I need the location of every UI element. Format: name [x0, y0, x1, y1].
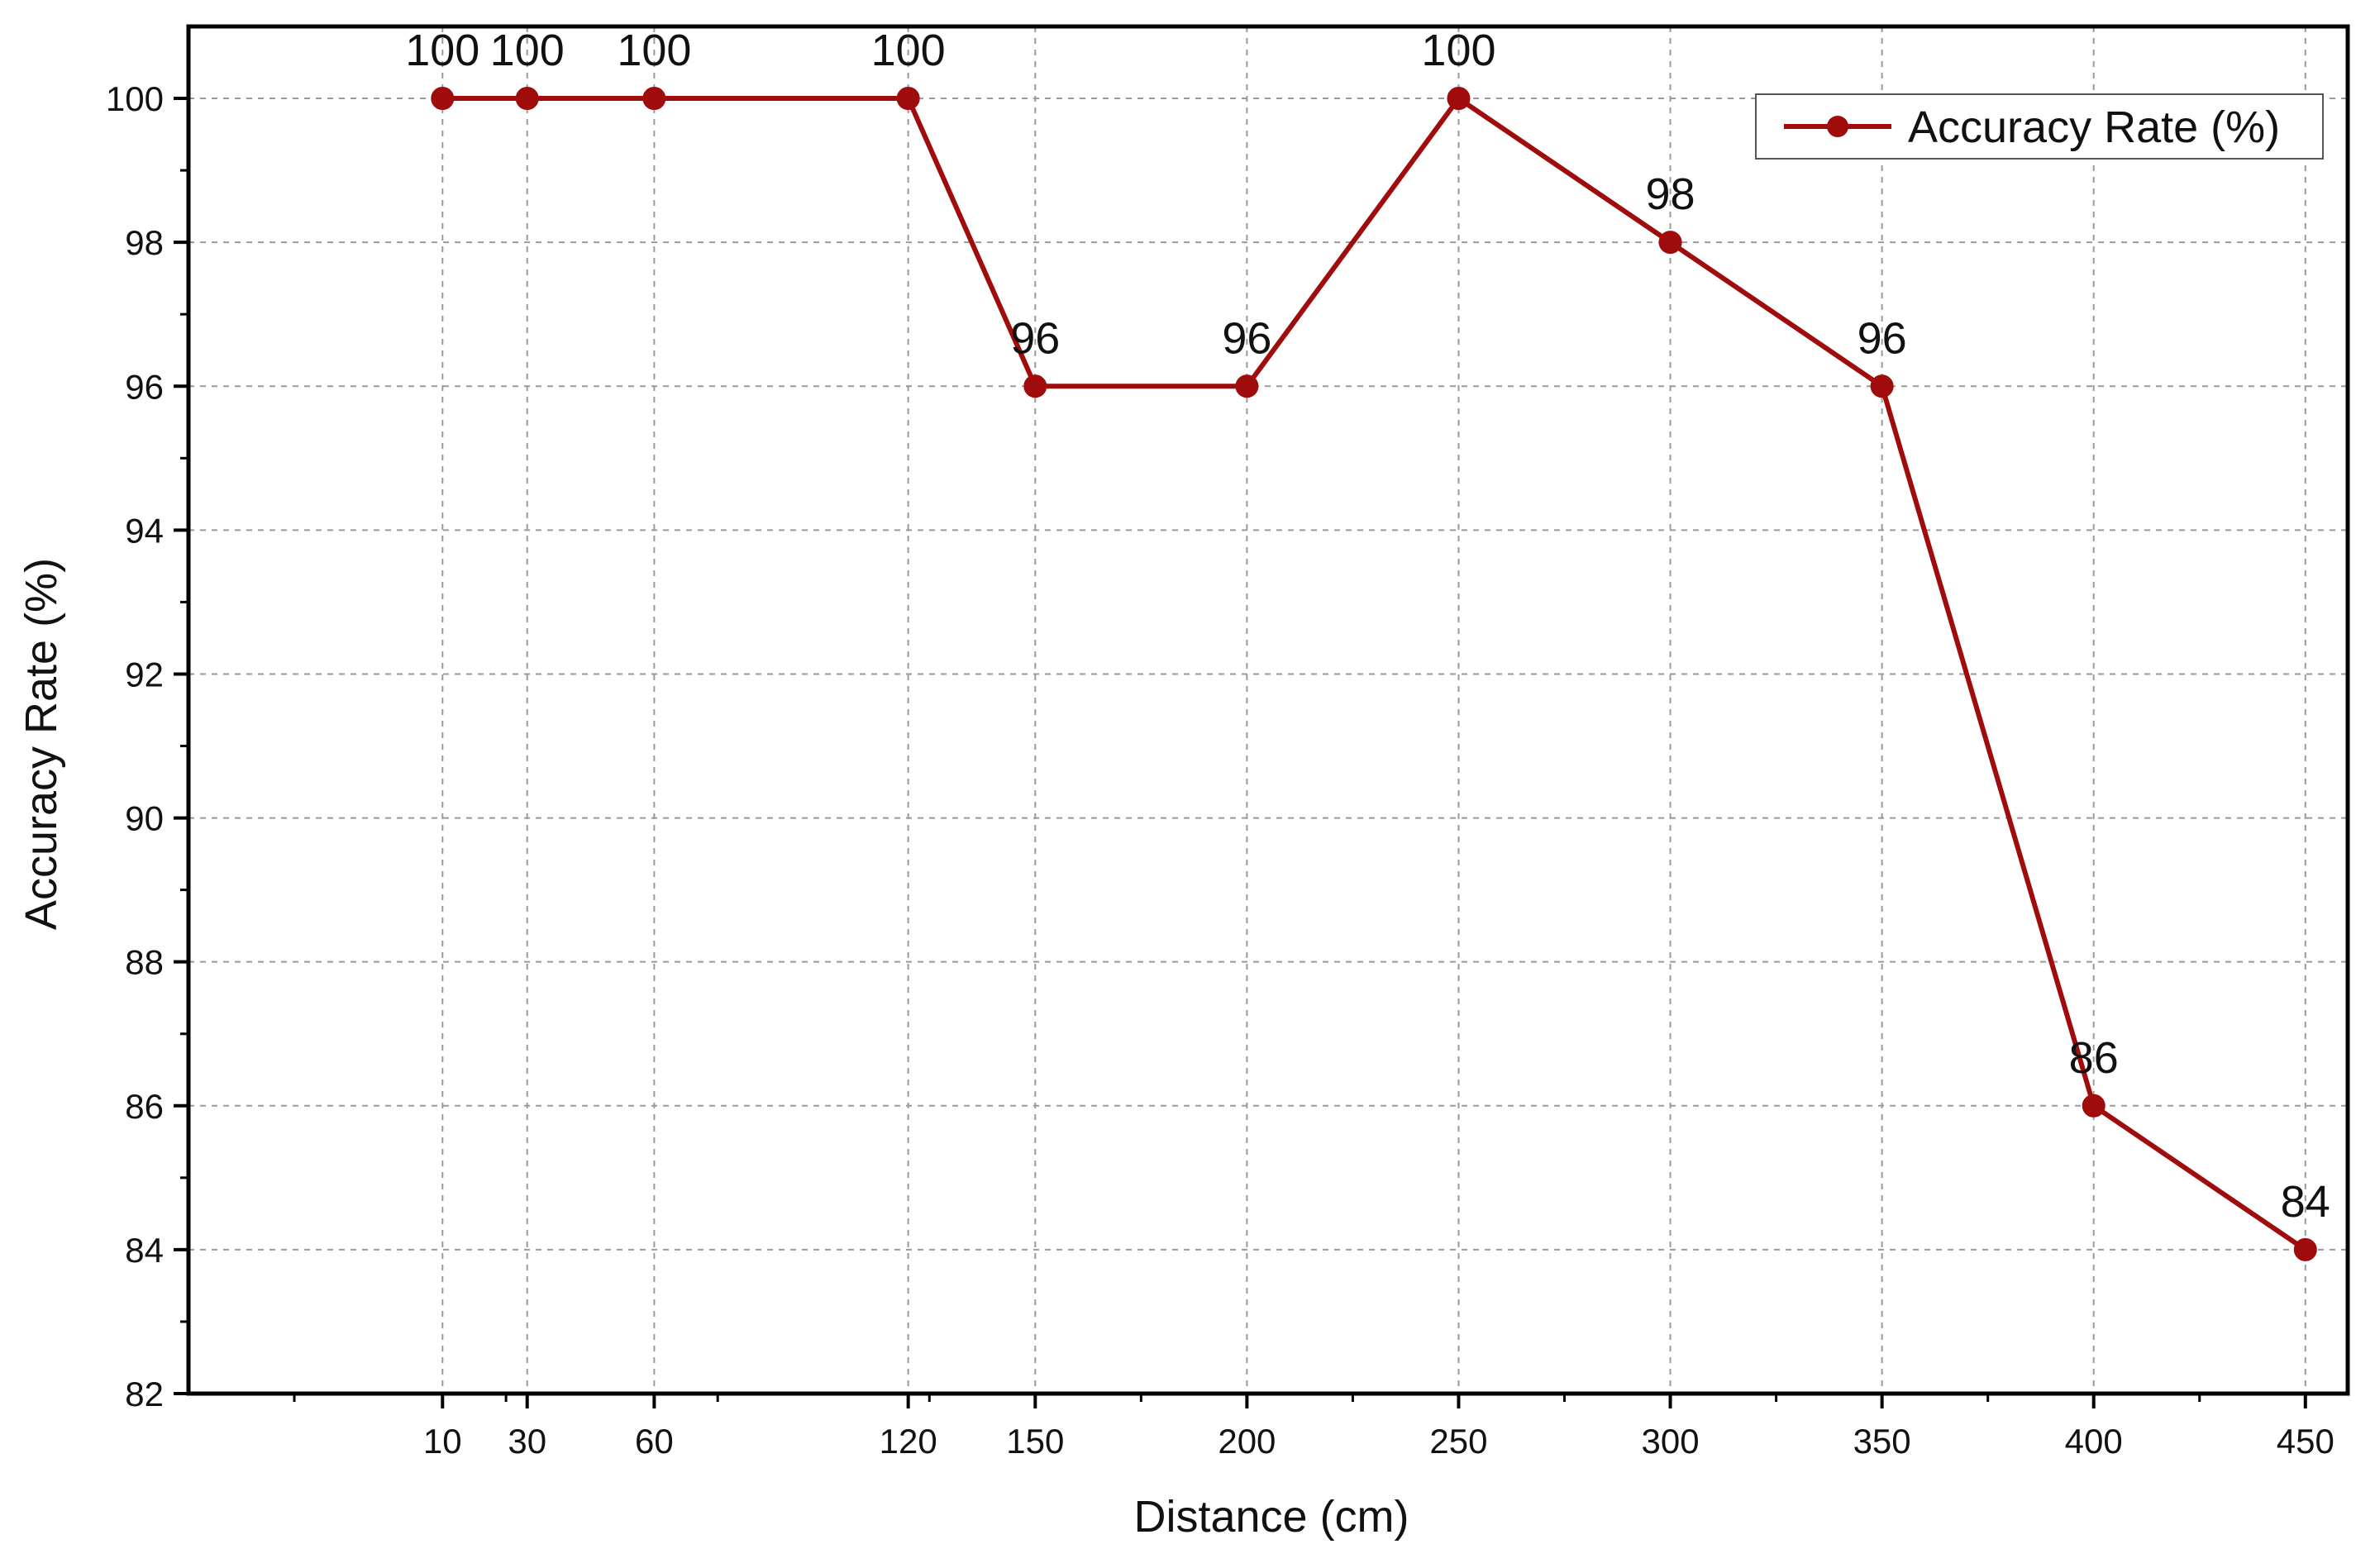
- y-tick-label: 84: [125, 1231, 164, 1270]
- data-label: 84: [2281, 1177, 2330, 1227]
- x-axis-title: Distance (cm): [1133, 1492, 1409, 1542]
- data-point: [1235, 374, 1259, 398]
- x-tick-label: 350: [1853, 1422, 1911, 1461]
- y-tick-label: 88: [125, 943, 164, 982]
- data-label: 100: [1421, 26, 1495, 75]
- series-layer: [431, 87, 2317, 1261]
- plot-frame: [186, 24, 2350, 1396]
- y-tick-label: 98: [125, 223, 164, 262]
- data-point: [896, 87, 920, 111]
- data-point: [642, 87, 666, 111]
- x-tick-label: 30: [508, 1422, 546, 1461]
- y-tick-label: 96: [125, 367, 164, 406]
- data-point: [1658, 231, 1682, 255]
- x-tick-label: 120: [880, 1422, 937, 1461]
- x-tick-label: 250: [1429, 1422, 1487, 1461]
- data-label: 86: [2069, 1033, 2119, 1083]
- data-point: [1447, 87, 1471, 111]
- data-label: 100: [871, 26, 946, 75]
- x-tick-label: 300: [1642, 1422, 1700, 1461]
- y-axis-title: Accuracy Rate (%): [17, 558, 66, 930]
- y-tick-label: 94: [125, 511, 164, 550]
- data-point: [2082, 1094, 2106, 1118]
- grid: [188, 26, 2348, 1394]
- y-tick-label: 90: [125, 799, 164, 838]
- data-label: 96: [1222, 313, 1271, 363]
- data-label: 98: [1646, 169, 1695, 219]
- y-tick-label: 86: [125, 1087, 164, 1126]
- y-tick-label: 82: [125, 1375, 164, 1413]
- data-label: 100: [490, 26, 565, 75]
- data-point: [1870, 374, 1894, 398]
- x-tick-label: 60: [635, 1422, 674, 1461]
- data-point: [515, 87, 539, 111]
- x-tick-label: 400: [2065, 1422, 2123, 1461]
- x-tick-label: 10: [423, 1422, 462, 1461]
- data-label: 96: [1010, 313, 1060, 363]
- x-tick-label: 200: [1218, 1422, 1276, 1461]
- legend-label: Accuracy Rate (%): [1908, 102, 2280, 152]
- data-label: 100: [617, 26, 691, 75]
- legend: Accuracy Rate (%): [1755, 93, 2324, 160]
- legend-marker: [1827, 116, 1848, 137]
- axes: 82 84 86 88 90 92 94 96 98 100 10 30 60 120 150 200 250 3…: [106, 24, 2350, 1461]
- data-label: 100: [405, 26, 479, 75]
- y-tick-label: 92: [125, 655, 164, 693]
- data-point: [431, 87, 455, 111]
- data-point: [1023, 374, 1047, 398]
- y-tick-label: 100: [106, 79, 164, 118]
- x-tick-label: 150: [1006, 1422, 1064, 1461]
- x-tick-label: 450: [2277, 1422, 2334, 1461]
- data-point: [2293, 1237, 2317, 1261]
- data-label: 96: [1858, 313, 1907, 363]
